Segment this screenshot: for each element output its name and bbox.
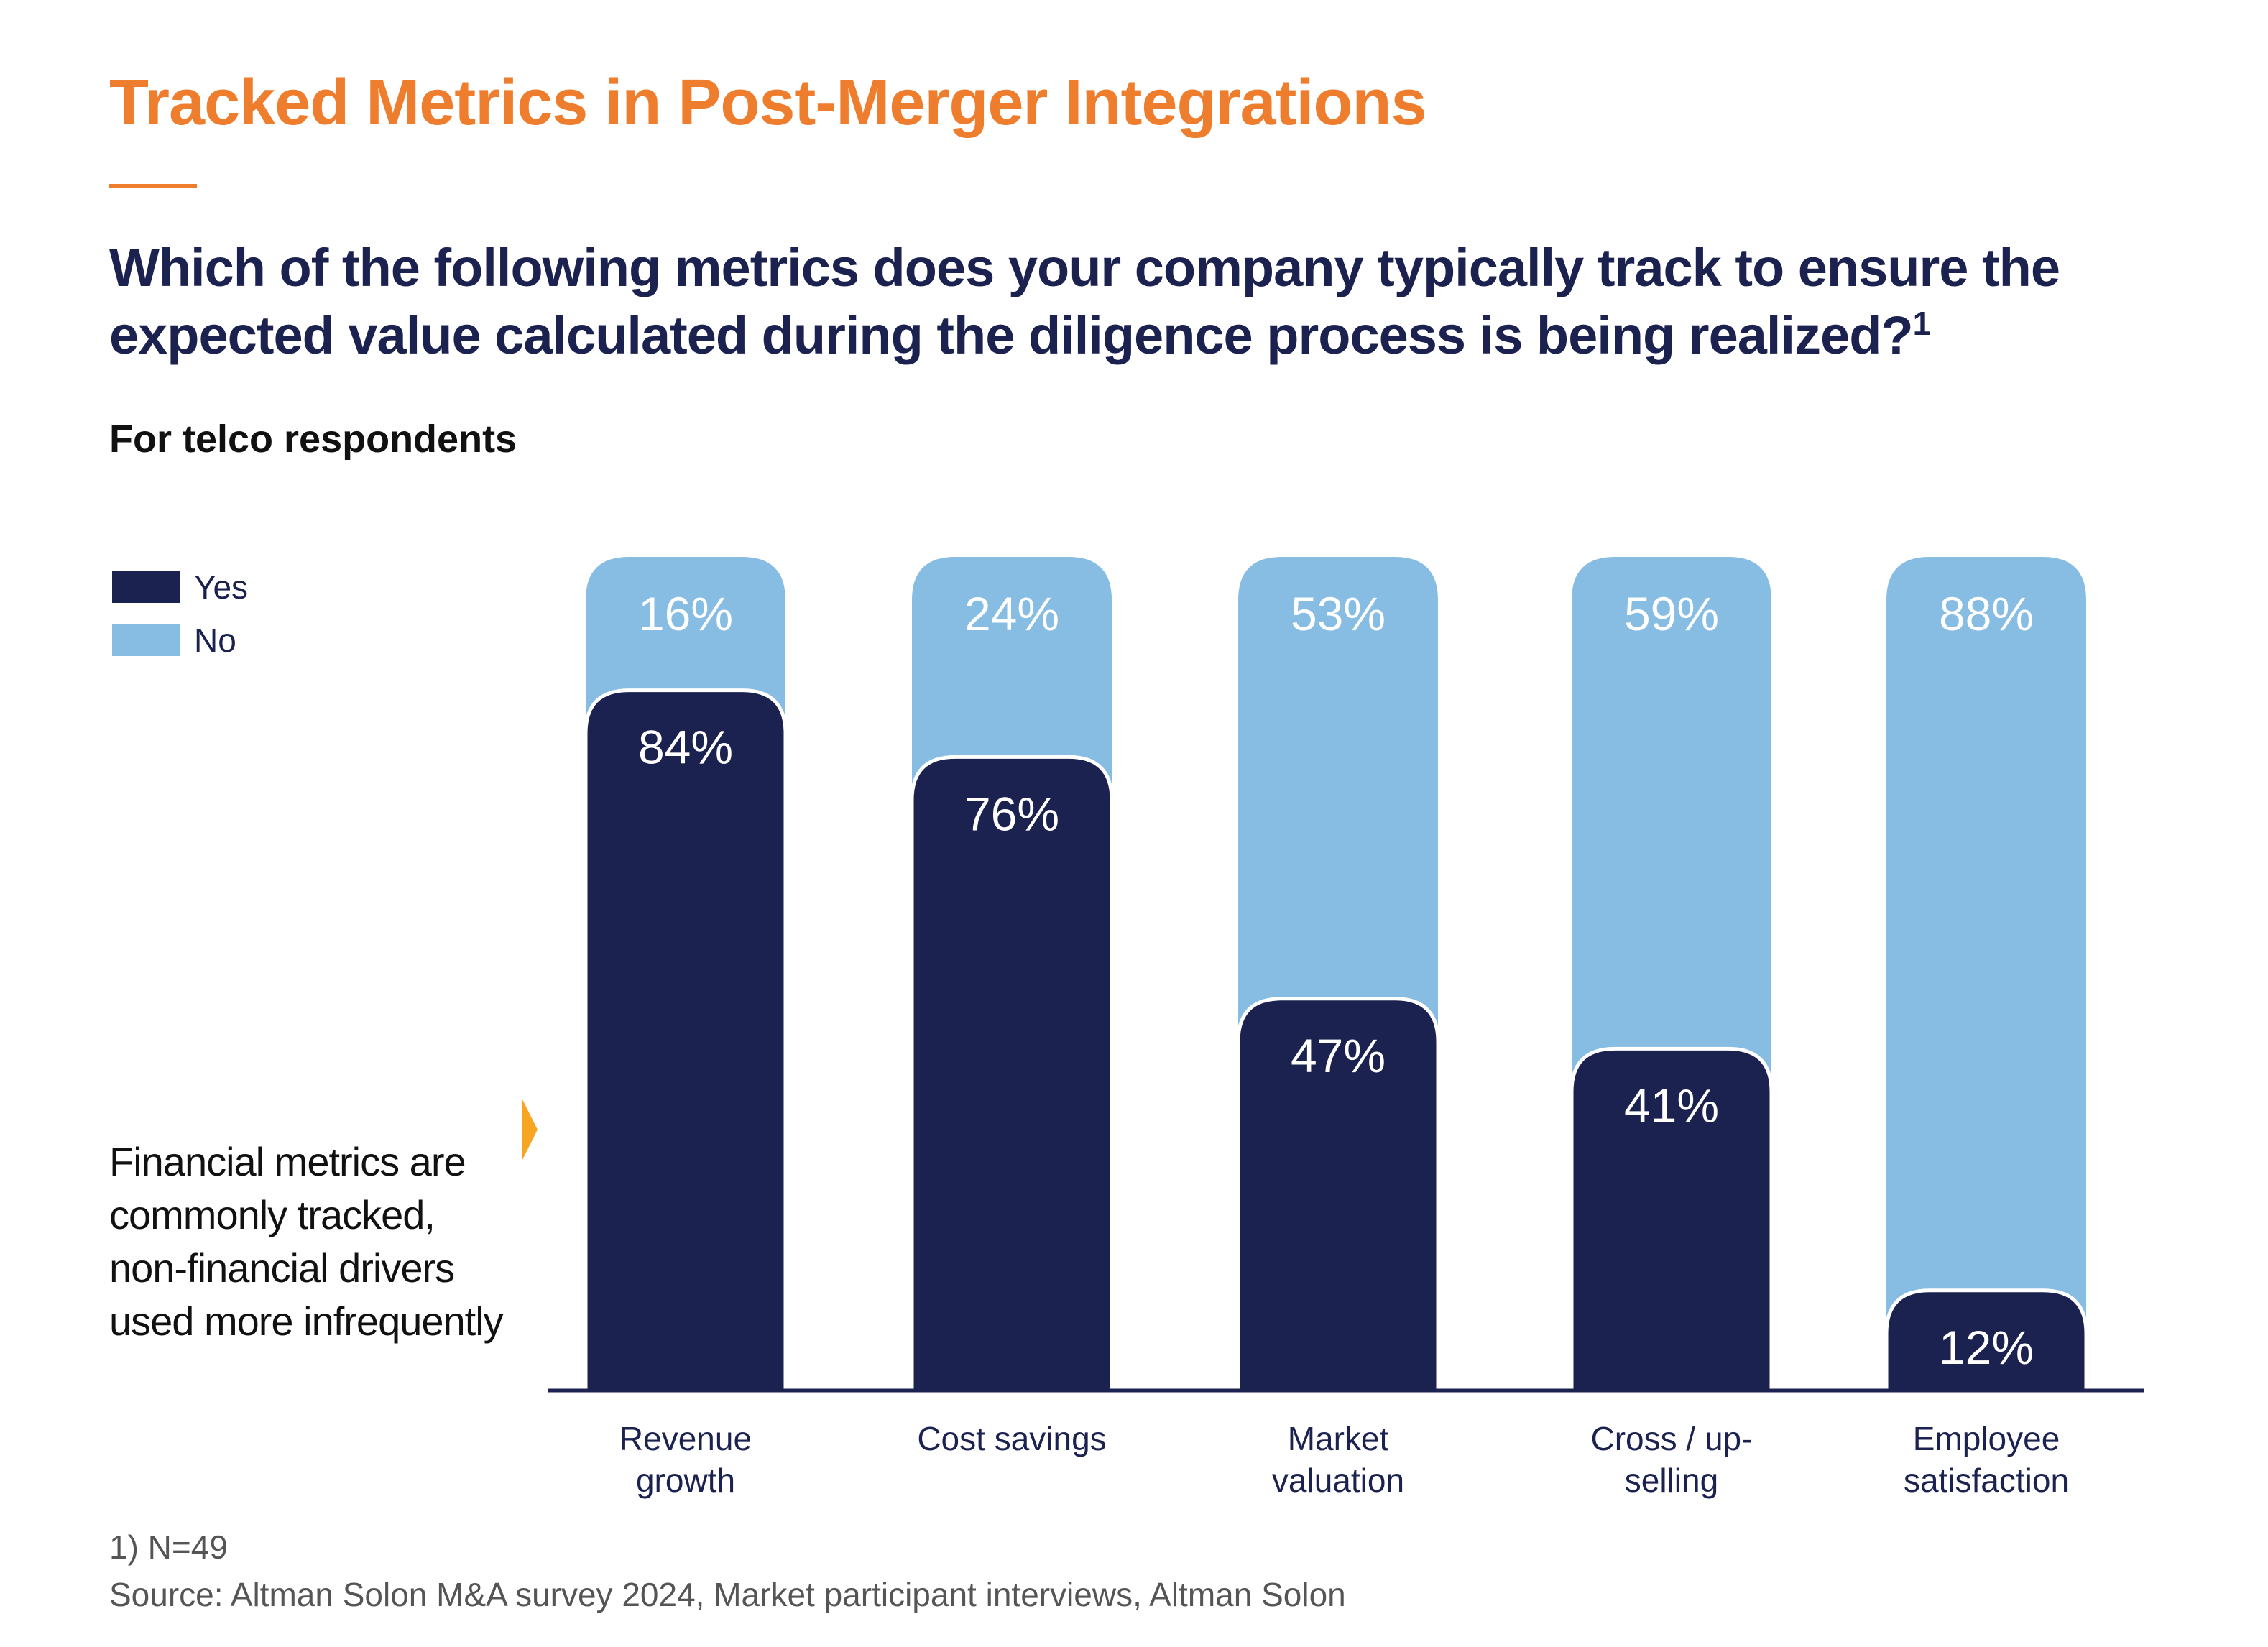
chart-subtitle: For telco respondents (109, 417, 517, 461)
bar-yes-0 (584, 688, 788, 1393)
survey-question: Which of the following metrics does your… (109, 234, 2193, 369)
bar-yes-1 (910, 755, 1114, 1393)
label-no-1: 24% (964, 587, 1059, 640)
callout-arrow-icon (522, 1098, 538, 1161)
callout-text: Financial metrics are commonly tracked, … (109, 1139, 504, 1344)
legend-swatch-yes (112, 571, 180, 603)
question-text: Which of the following metrics does your… (109, 238, 2060, 365)
category-label-0-0: Revenue (619, 1420, 752, 1457)
bar-yes-2 (1236, 997, 1440, 1393)
question-footnote-marker: 1 (1912, 305, 1932, 342)
label-no-4: 88% (1939, 587, 2034, 640)
legend: Yes No (112, 560, 248, 667)
category-label-0-1: growth (636, 1462, 735, 1499)
category-label-1-0: Cost savings (917, 1420, 1106, 1457)
label-no-3: 59% (1624, 587, 1719, 640)
category-label-2-1: valuation (1272, 1462, 1404, 1499)
legend-item-no: No (112, 614, 248, 667)
footnote-n: 1) N=49 (109, 1528, 228, 1566)
category-label-4-0: Employee (1913, 1420, 2060, 1457)
chart-title: Tracked Metrics in Post-Merger Integrati… (109, 67, 1426, 139)
category-label-2-0: Market (1288, 1420, 1389, 1457)
label-yes-4: 12% (1939, 1321, 2034, 1374)
label-no-2: 53% (1291, 587, 1386, 640)
label-yes-2: 47% (1291, 1029, 1386, 1082)
title-rule (109, 184, 197, 188)
bar-yes-4 (1884, 1288, 2088, 1393)
category-label-3-0: Cross / up- (1591, 1420, 1753, 1457)
label-yes-1: 76% (964, 787, 1059, 840)
category-label-3-1: selling (1625, 1462, 1718, 1499)
bar-no-4 (1886, 557, 2086, 1390)
source-note: Source: Altman Solon M&A survey 2024, Ma… (109, 1576, 1346, 1613)
category-label-4-1: satisfaction (1904, 1462, 2069, 1499)
legend-label-yes: Yes (194, 568, 249, 606)
bar-yes-3 (1569, 1046, 1774, 1393)
legend-swatch-no (112, 624, 180, 656)
label-no-0: 16% (638, 587, 733, 640)
footnotes: 1) N=49 Source: Altman Solon M&A survey … (109, 1523, 1346, 1618)
label-yes-3: 41% (1624, 1079, 1719, 1132)
legend-item-yes: Yes (112, 560, 248, 614)
label-yes-0: 84% (638, 721, 733, 774)
legend-label-no: No (194, 622, 236, 659)
